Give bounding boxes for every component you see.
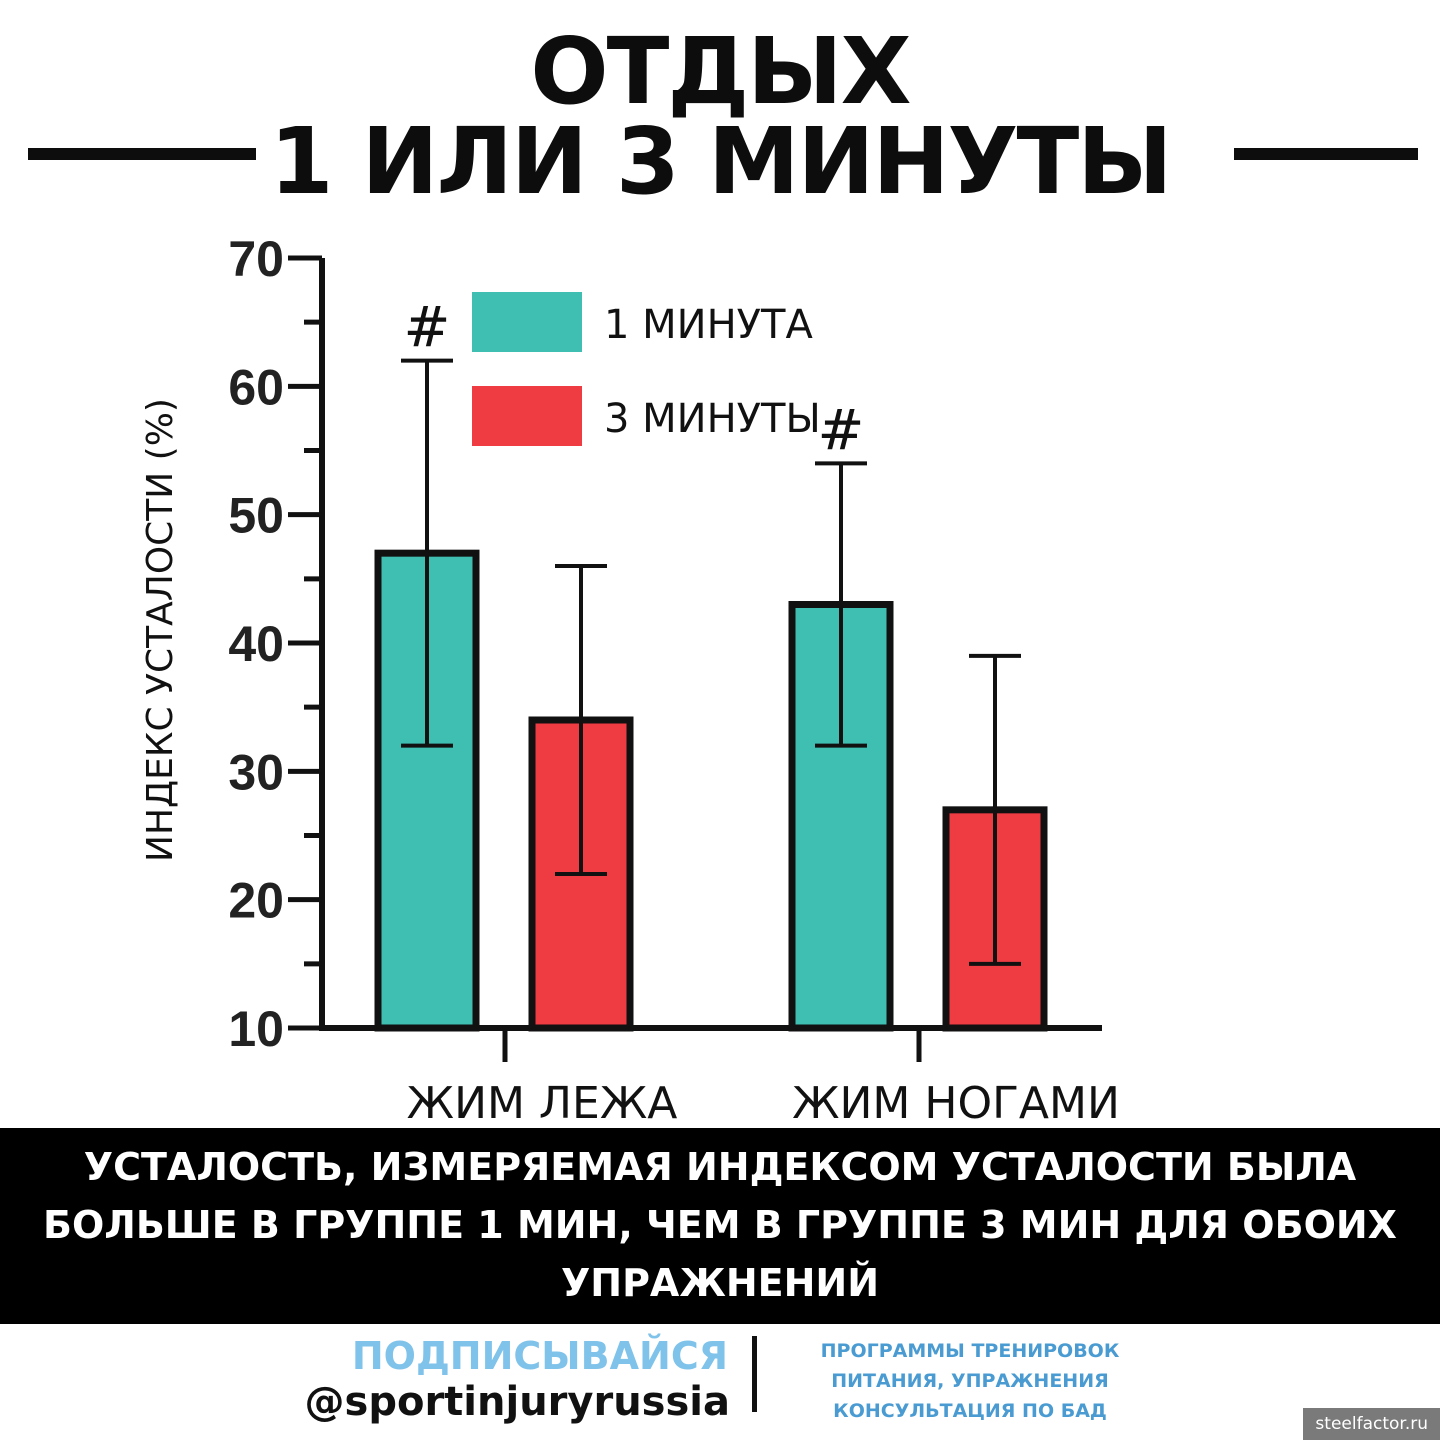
legend-swatch [472,386,582,446]
caption-line1: УСТАЛОСТЬ, ИЗМЕРЯЕМАЯ ИНДЕКСОМ УСТАЛОСТИ… [83,1145,1357,1189]
caption-line3: УПРАЖНЕНИЙ [560,1261,880,1305]
x-category-label: ЖИМ НОГАМИ [792,1078,1120,1129]
title-rule-left [28,148,256,160]
y-tick-label: 40 [228,616,284,672]
legend-label: 1 МИНУТА [604,302,813,348]
significance-marker: # [818,398,865,463]
services-line2: ПИТАНИЯ, УПРАЖНЕНИЯ [831,1370,1109,1392]
y-tick-label: 60 [228,359,284,415]
significance-marker: # [404,296,451,361]
y-tick-label: 70 [228,231,284,287]
x-category-label: ЖИМ ЛЕЖА [407,1078,678,1129]
y-axis-label: ИНДЕКС УСТАЛОСТИ (%) [140,398,181,862]
subscribe-label: ПОДПИСЫВАЙСЯ [351,1334,728,1378]
page-title-line1: ОТДЫХ [530,18,911,125]
services-line3: КОНСУЛЬТАЦИЯ ПО БАД [833,1400,1107,1422]
footer-divider [752,1336,757,1412]
title-rule-right [1234,148,1418,160]
services-line1: ПРОГРАММЫ ТРЕНИРОВОК [820,1340,1120,1362]
caption-box: УСТАЛОСТЬ, ИЗМЕРЯЕМАЯ ИНДЕКСОМ УСТАЛОСТИ… [0,1128,1440,1324]
legend-swatch [472,292,582,352]
services-list: ПРОГРАММЫ ТРЕНИРОВОК ПИТАНИЯ, УПРАЖНЕНИЯ… [790,1336,1150,1426]
legend-label: 3 МИНУТЫ [604,396,821,442]
y-tick-label: 50 [228,488,284,544]
watermark: steelfactor.ru [1303,1408,1440,1440]
y-tick-label: 10 [228,1001,284,1057]
y-tick-label: 20 [228,873,284,929]
fatigue-index-bar-chart: 10 20 30 40 50 60 70 ИНДЕКС УСТАЛОСТИ (%) # ЖИМ Л… [140,231,1120,1129]
page-title-line2: 1 ИЛИ 3 МИНУТЫ [269,108,1172,215]
instagram-handle[interactable]: @sportinjuryrussia [304,1379,730,1425]
y-tick-label: 30 [228,744,284,800]
footer: ПОДПИСЫВАЙСЯ @sportinjuryrussia ПРОГРАММ… [0,1324,1440,1440]
caption-line2: БОЛЬШЕ В ГРУППЕ 1 МИН, ЧЕМ В ГРУППЕ 3 МИ… [43,1203,1397,1247]
